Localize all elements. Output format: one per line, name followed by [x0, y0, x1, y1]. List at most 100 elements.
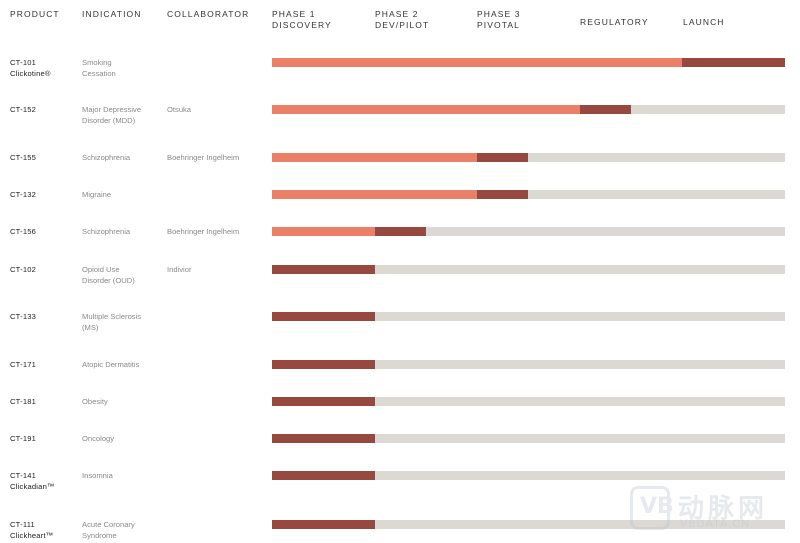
indication-line: Schizophrenia: [82, 227, 131, 236]
indication-cell: Multiple Sclerosis (MS): [82, 312, 141, 333]
indication-line: Schizophrenia: [82, 153, 131, 162]
product-code: CT-181: [10, 397, 37, 406]
indication-line: Cessation: [82, 68, 116, 78]
product-cell: CT-155: [10, 153, 36, 164]
product-cell: CT-133: [10, 312, 36, 323]
product-code: CT-102: [10, 265, 37, 274]
product-cell: CT-111 Clickheart™: [10, 520, 54, 541]
product-code: CT-111: [10, 520, 35, 529]
header-stage-line2: PIVOTAL: [477, 20, 520, 30]
progress-track: [272, 520, 785, 529]
product-code: CT-191: [10, 434, 37, 443]
progress-completed-segment: [272, 105, 580, 114]
progress-current-segment: [272, 265, 375, 274]
collaborator-cell: Boehringer Ingelheim: [167, 153, 240, 162]
progress-current-segment: [272, 471, 375, 480]
header-stage-3: PHASE 3 PIVOTAL: [477, 9, 521, 31]
header-collaborator: COLLABORATOR: [167, 9, 250, 19]
indication-line: Migraine: [82, 190, 112, 199]
indication-line: Disorder (OUD): [82, 275, 135, 285]
indication-line: Major Depressive: [82, 105, 142, 114]
indication-cell: Obesity: [82, 397, 108, 408]
progress-current-segment: [272, 397, 375, 406]
indication-line: Smoking: [82, 58, 112, 67]
progress-completed-segment: [272, 58, 683, 67]
product-code: CT-101: [10, 58, 37, 67]
progress-track: [272, 190, 785, 199]
product-brand: Clickadian™: [10, 481, 55, 491]
product-code: CT-152: [10, 105, 37, 114]
indication-cell: Schizophrenia: [82, 153, 130, 164]
collaborator-cell: Otsuka: [167, 105, 192, 114]
indication-line: Insomnia: [82, 471, 113, 480]
collaborator-cell: Boehringer Ingelheim: [167, 227, 240, 236]
progress-track: [272, 312, 785, 321]
product-cell: CT-152: [10, 105, 36, 116]
header-stage-2: PHASE 2 DEV/PILOT: [375, 9, 429, 31]
indication-cell: Insomnia: [82, 471, 113, 482]
watermark-cn: 动脉网: [678, 494, 769, 524]
header-stage-line2: DISCOVERY: [272, 20, 332, 30]
indication-line: Obesity: [82, 397, 108, 406]
product-brand: Clickheart™: [10, 530, 54, 540]
indication-line: Opioid Use: [82, 265, 120, 274]
product-cell: CT-141 Clickadian™: [10, 471, 55, 492]
header-stage-1: PHASE 1 DISCOVERY: [272, 9, 332, 31]
vbdata-watermark: VB 动脉网 VBDATA.CN: [630, 486, 800, 532]
progress-track: [272, 471, 785, 480]
indication-cell: Atopic Dermatitis: [82, 360, 139, 371]
indication-cell: Schizophrenia: [82, 227, 130, 238]
product-cell: CT-156: [10, 227, 36, 238]
header-stage-line1: LAUNCH: [683, 17, 725, 27]
header-stage-line1: REGULATORY: [580, 17, 649, 27]
header-stage-line1: PHASE 2: [375, 9, 419, 19]
progress-current-segment: [272, 434, 375, 443]
header-stage-line2: DEV/PILOT: [375, 20, 430, 30]
progress-current-segment: [272, 520, 375, 529]
progress-completed-segment: [272, 190, 478, 199]
progress-track: [272, 434, 785, 443]
product-cell: CT-132: [10, 190, 36, 201]
product-code: CT-132: [10, 190, 37, 199]
progress-current-segment: [477, 190, 529, 199]
indication-line: Multiple Sclerosis: [82, 312, 142, 321]
progress-current-segment: [477, 153, 529, 162]
indication-line: Disorder (MDD): [82, 115, 136, 125]
product-cell: CT-102: [10, 265, 36, 276]
indication-cell: Migraine: [82, 190, 111, 201]
progress-current-segment: [272, 312, 375, 321]
product-code: CT-156: [10, 227, 37, 236]
progress-completed-segment: [272, 227, 375, 236]
vb-logo-icon: VB: [630, 486, 674, 530]
indication-line: Oncology: [82, 434, 115, 443]
product-code: CT-171: [10, 360, 37, 369]
progress-track: [272, 397, 785, 406]
indication-line: (MS): [82, 322, 99, 332]
product-code: CT-155: [10, 153, 37, 162]
product-cell: CT-181: [10, 397, 36, 408]
indication-line: Syndrome: [82, 530, 117, 540]
header-stage-line1: PHASE 3: [477, 9, 521, 19]
indication-line: Acute Coronary: [82, 520, 135, 529]
header-stage-4: REGULATORY: [580, 17, 649, 28]
progress-current-segment: [579, 105, 632, 114]
indication-cell: Oncology: [82, 434, 114, 445]
progress-completed-segment: [272, 153, 478, 162]
product-cell: CT-171: [10, 360, 36, 371]
progress-track: [272, 58, 785, 67]
progress-track: [272, 153, 785, 162]
collaborator-cell: Indivior: [167, 265, 192, 274]
progress-track: [272, 360, 785, 369]
indication-cell: Major Depressive Disorder (MDD): [82, 105, 141, 126]
product-code: CT-133: [10, 312, 37, 321]
progress-track: [272, 227, 785, 236]
progress-track: [272, 105, 785, 114]
indication-cell: Smoking Cessation: [82, 58, 116, 79]
header-stage-line1: PHASE 1: [272, 9, 316, 19]
product-cell: CT-101 Clickotine®: [10, 58, 51, 79]
progress-track: [272, 265, 785, 274]
product-cell: CT-191: [10, 434, 36, 445]
product-code: CT-141: [10, 471, 37, 480]
product-brand: Clickotine®: [10, 68, 51, 78]
header-product: PRODUCT: [10, 9, 60, 19]
